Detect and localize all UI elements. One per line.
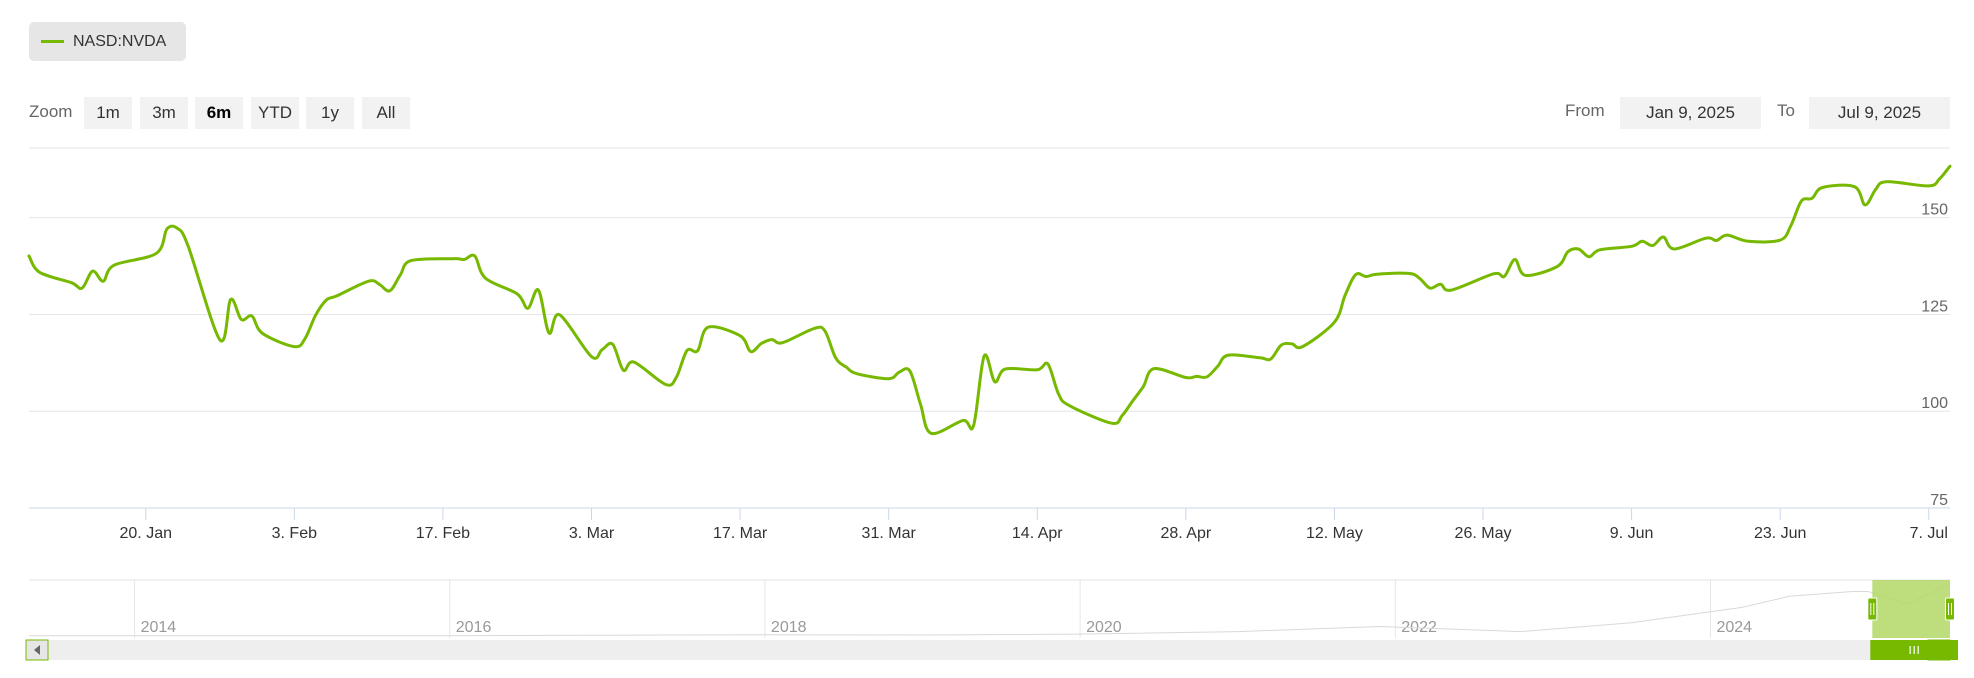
legend-label: NASD:NVDA	[73, 32, 167, 50]
x-tick-label: 17. Mar	[713, 525, 768, 542]
x-tick-label: 31. Mar	[862, 525, 917, 542]
navigator-year-label: 2016	[456, 619, 492, 636]
zoom-button-1y[interactable]: 1y	[306, 97, 354, 129]
x-tick-label: 17. Feb	[416, 525, 470, 542]
y-tick-label: 150	[1921, 202, 1948, 219]
navigator-selection-mask	[1872, 580, 1950, 638]
navigator[interactable]: 2014 2016 2018 2020 2022 2024	[25, 579, 1958, 661]
from-date-input[interactable]: Jan 9, 2025	[1620, 97, 1761, 129]
legend-item-nvda[interactable]: NASD:NVDA	[29, 22, 186, 61]
zoom-button-all[interactable]: All	[362, 97, 410, 129]
navigator-year-label: 2018	[771, 619, 807, 636]
x-tick-label: 12. May	[1306, 525, 1363, 542]
x-tick-label: 3. Mar	[569, 525, 615, 542]
zoom-button-1m[interactable]: 1m	[84, 97, 132, 129]
zoom-button-6m[interactable]: 6m	[195, 97, 243, 129]
y-tick-label: 125	[1921, 298, 1948, 315]
navigator-year-label: 2020	[1086, 619, 1122, 636]
x-tick-label: 28. Apr	[1160, 525, 1211, 542]
navigator-handle	[1945, 597, 1955, 621]
x-axis: 20. Jan 3. Feb 17. Feb 3. Mar 17. Mar 31. Mar…	[29, 507, 1950, 542]
from-label: From	[1565, 101, 1605, 120]
x-tick-label: 3. Feb	[272, 525, 317, 542]
legend-line-symbol	[41, 40, 64, 43]
navigator-year-label: 2024	[1716, 619, 1752, 636]
navigator-year-label: 2014	[141, 619, 177, 636]
y-tick-label: 75	[1930, 492, 1948, 509]
to-date-input[interactable]: Jul 9, 2025	[1809, 97, 1950, 129]
x-tick-label: 23. Jun	[1754, 525, 1806, 542]
scroll-left-icon	[34, 645, 40, 655]
scrollbar-track	[26, 640, 1950, 660]
y-tick-label: 100	[1921, 395, 1948, 412]
y-axis: 75 100 125 150	[1921, 202, 1948, 509]
x-tick-label: 26. May	[1455, 525, 1512, 542]
navigator-handle	[1867, 597, 1878, 621]
series-line-nvda	[27, 164, 1952, 436]
zoom-button-ytd[interactable]: YTD	[251, 97, 299, 129]
plot-grid	[29, 147, 1950, 412]
zoom-label: Zoom	[29, 102, 73, 121]
x-tick-label: 7. Jul	[1910, 525, 1948, 542]
x-tick-label: 14. Apr	[1012, 525, 1063, 542]
series-layer	[27, 164, 1952, 436]
zoom-button-3m[interactable]: 3m	[140, 97, 188, 129]
x-tick-label: 20. Jan	[120, 525, 172, 542]
x-tick-label: 9. Jun	[1610, 525, 1654, 542]
navigator-series	[28, 583, 1951, 637]
to-label: To	[1777, 101, 1795, 120]
